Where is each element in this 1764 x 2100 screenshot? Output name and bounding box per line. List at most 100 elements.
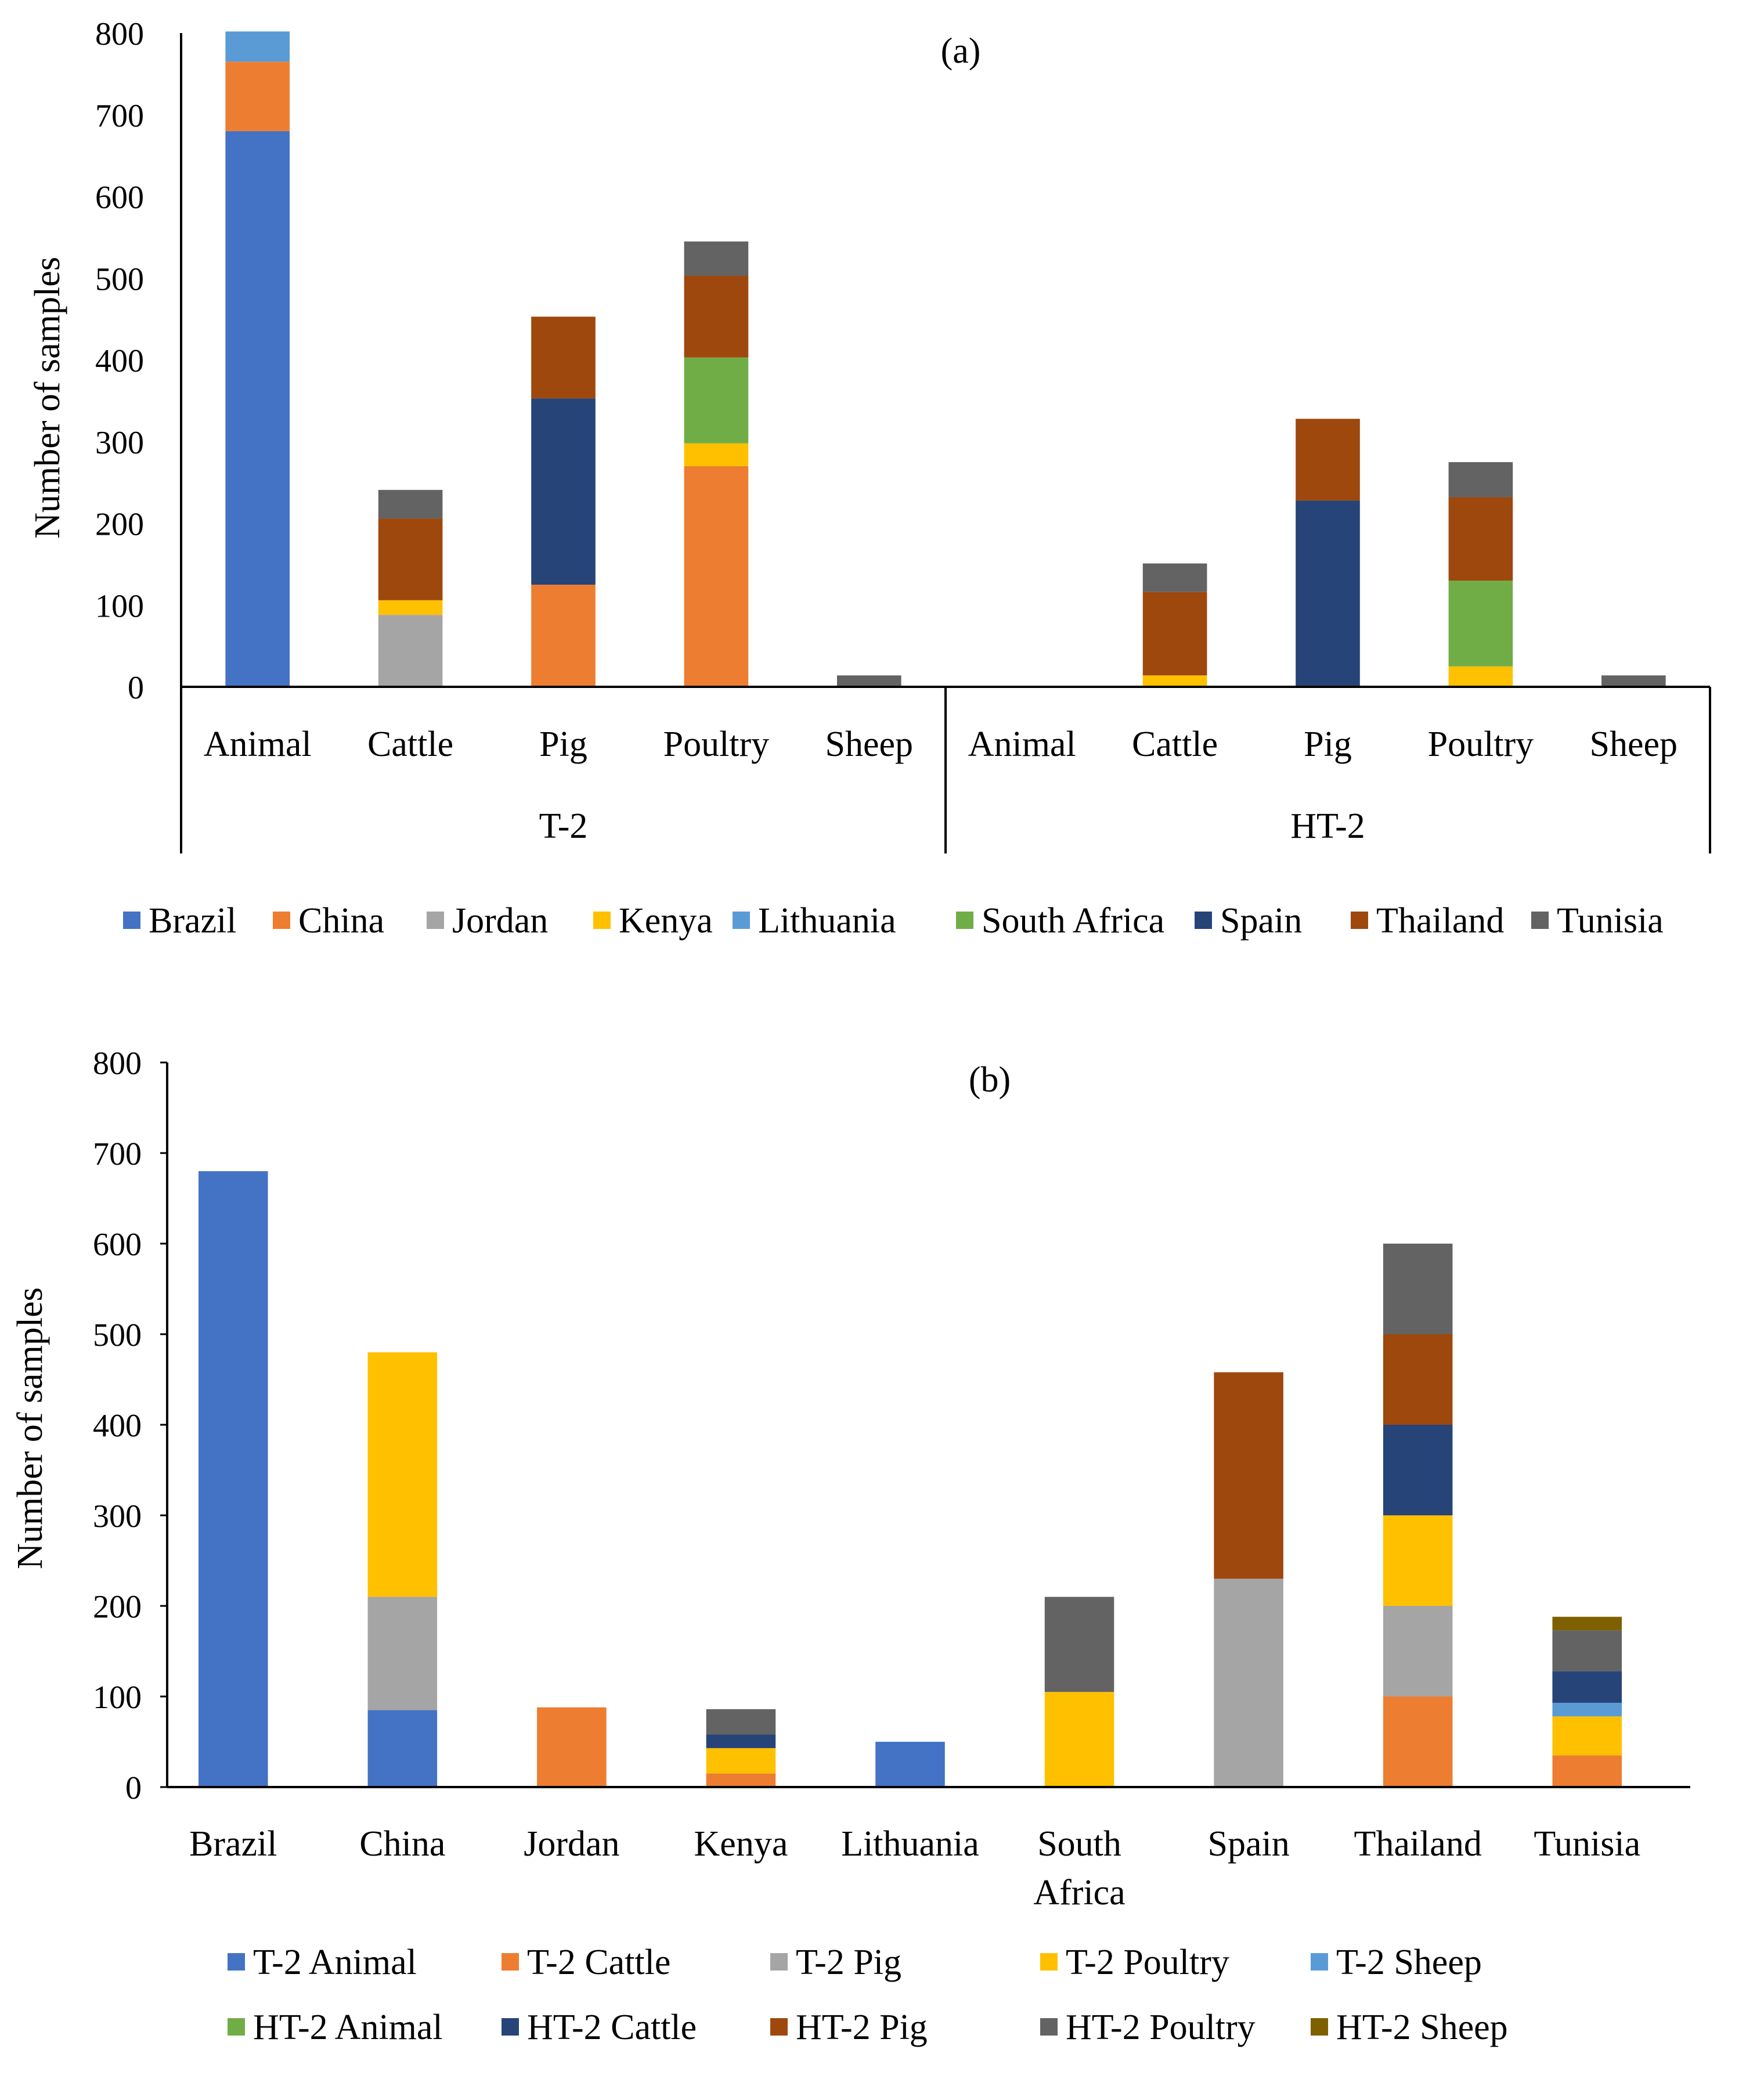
bar-segment-ht-2-sheep: [1552, 1616, 1622, 1631]
chart-a-y-tick-label: 0: [128, 670, 144, 706]
bar-segment-thailand: [1448, 497, 1513, 581]
legend-swatch-t-2-sheep: [1311, 1953, 1328, 1971]
bar-segment-ht-2-cattle: [1383, 1425, 1453, 1515]
bar-segment-ht-2-pig: [1214, 1372, 1283, 1579]
chart-b-axes: [166, 1062, 1690, 1788]
legend-swatch-jordan: [427, 912, 444, 929]
chart-a-category-label: Sheep: [1590, 725, 1678, 764]
chart-b-category-label-line: Kenya: [694, 1824, 788, 1864]
legend-swatch-t-2-cattle: [502, 1953, 519, 1971]
bar-segment-south-africa: [1448, 581, 1513, 667]
chart-b-category-label: Tunisia: [1534, 1824, 1640, 1864]
legend-swatch-ht-2-cattle: [502, 2018, 519, 2036]
bar-segment-ht-2-poultry: [1383, 1244, 1453, 1334]
legend-label-tunisia: Tunisia: [1557, 901, 1664, 941]
bar-segment-t-2-poultry: [1044, 1692, 1114, 1787]
chart-a-category-label: Cattle: [367, 725, 453, 764]
bar-segment-t-2-animal: [367, 1710, 438, 1787]
bar-segment-t-2-poultry: [1552, 1716, 1622, 1756]
chart-b-y-tick-label: 500: [93, 1317, 142, 1353]
chart-b-legend: T-2 Animal T-2 Cattle T-2 Pig T-2 Poultry T-…: [228, 1943, 1508, 2047]
bar-segment-china: [684, 466, 749, 687]
bar-segment-thailand: [378, 518, 443, 600]
chart-b-category-label: Brazil: [189, 1824, 277, 1864]
chart-b-category-label-line: Spain: [1207, 1824, 1289, 1864]
bar-segment-tunisia: [1448, 462, 1513, 498]
bar-segment-t-2-poultry: [706, 1748, 776, 1774]
bar-segment-ht-2-cattle: [1552, 1671, 1622, 1703]
chart-a-group-label: T-2: [539, 806, 588, 846]
chart-a-category-label: Pig: [1304, 725, 1352, 764]
legend-label-thailand: Thailand: [1376, 901, 1504, 941]
bar-segment-t-2-pig: [367, 1597, 438, 1710]
legend-label-brazil: Brazil: [149, 901, 237, 941]
chart-b-category-label-line: Thailand: [1354, 1824, 1481, 1864]
chart-b-category-label: China: [359, 1824, 445, 1864]
chart-b-bars: [199, 1171, 1622, 1787]
chart-a-title: (a): [941, 31, 981, 71]
chart-a: (a) Number of samples 0 100 200 300 400 500 60…: [28, 16, 1711, 941]
bar-segment-tunisia: [836, 675, 901, 687]
legend-label-t-2-sheep: T-2 Sheep: [1336, 1943, 1482, 1982]
legend-swatch-kenya: [593, 912, 611, 929]
legend-label-china: China: [298, 901, 384, 941]
bar-segment-t-2-pig: [1214, 1579, 1283, 1787]
bar-segment-brazil: [225, 131, 290, 687]
bar-segment-t-2-animal: [875, 1742, 945, 1787]
chart-a-y-ticks: 0 100 200 300 400 500 600 700 800: [95, 16, 144, 706]
chart-b-category-label-line: South: [1037, 1824, 1121, 1864]
bar-segment-china: [225, 62, 290, 131]
bar-segment-tunisia: [1601, 675, 1666, 687]
bar-segment-kenya: [684, 443, 749, 466]
legend-swatch-t-2-poultry: [1040, 1953, 1058, 1971]
bar-segment-t-2-poultry: [367, 1352, 438, 1597]
legend-swatch-t-2-pig: [770, 1953, 788, 1971]
bar-segment-t-2-sheep: [1552, 1702, 1622, 1717]
legend-swatch-ht-2-sheep: [1311, 2018, 1328, 2036]
chart-a-y-tick-label: 400: [95, 343, 144, 379]
bar-segment-t-2-cattle: [537, 1707, 607, 1787]
legend-label-t-2-poultry: T-2 Poultry: [1066, 1943, 1229, 1982]
bar-segment-kenya: [1448, 666, 1513, 687]
chart-b-category-label: Lithuania: [841, 1824, 979, 1864]
legend-swatch-south-africa: [956, 912, 973, 929]
chart-b-category-label: Spain: [1207, 1824, 1289, 1864]
bar-segment-ht-2-poultry: [1552, 1630, 1622, 1672]
chart-b-y-tick-label: 200: [93, 1589, 142, 1625]
bar-segment-t-2-poultry: [1383, 1515, 1453, 1606]
chart-b-y-tick-label: 0: [125, 1770, 142, 1806]
chart-a-category-label: Poultry: [663, 725, 770, 764]
chart-a-category-label: Animal: [204, 725, 312, 764]
chart-b-title: (b): [969, 1060, 1011, 1100]
legend-swatch-spain: [1195, 912, 1212, 929]
legend-swatch-ht-2-animal: [228, 2018, 245, 2036]
legend-label-jordan: Jordan: [452, 901, 548, 941]
legend-swatch-brazil: [123, 912, 140, 929]
chart-b-category-label-line: Lithuania: [841, 1824, 979, 1864]
chart-a-y-tick-label: 800: [95, 16, 144, 52]
bar-segment-thailand: [684, 276, 749, 358]
legend-label-ht-2-pig: HT-2 Pig: [796, 2008, 928, 2047]
bar-segment-thailand: [531, 316, 596, 399]
chart-b-category-label-line: Brazil: [189, 1824, 277, 1864]
bar-segment-t-2-cattle: [1552, 1755, 1622, 1787]
legend-swatch-lithuania: [733, 912, 750, 929]
legend-label-spain: Spain: [1220, 901, 1302, 941]
chart-a-y-tick-label: 300: [95, 425, 144, 461]
legend-label-ht-2-poultry: HT-2 Poultry: [1066, 2008, 1256, 2047]
chart-a-legend: Brazil China Jordan Kenya Lithuania South Afr…: [123, 901, 1664, 941]
bar-segment-thailand: [1142, 592, 1207, 676]
chart-b-category-label: South Africa: [1033, 1824, 1125, 1912]
chart-a-group-label: HT-2: [1290, 806, 1365, 846]
chart-a-category-labels: Animal Cattle Pig Poultry Sheep T-2 Animal Catt…: [204, 725, 1678, 846]
bar-segment-kenya: [1142, 675, 1207, 687]
legend-label-t-2-cattle: T-2 Cattle: [527, 1943, 670, 1982]
chart-b-y-tick-label: 700: [93, 1136, 142, 1172]
legend-label-kenya: Kenya: [619, 901, 713, 941]
legend-swatch-t-2-animal: [228, 1953, 245, 1971]
bar-segment-china: [531, 585, 596, 687]
legend-label-ht-2-sheep: HT-2 Sheep: [1336, 2008, 1508, 2047]
chart-a-bars: [225, 31, 1666, 687]
bar-segment-south-africa: [684, 357, 749, 444]
